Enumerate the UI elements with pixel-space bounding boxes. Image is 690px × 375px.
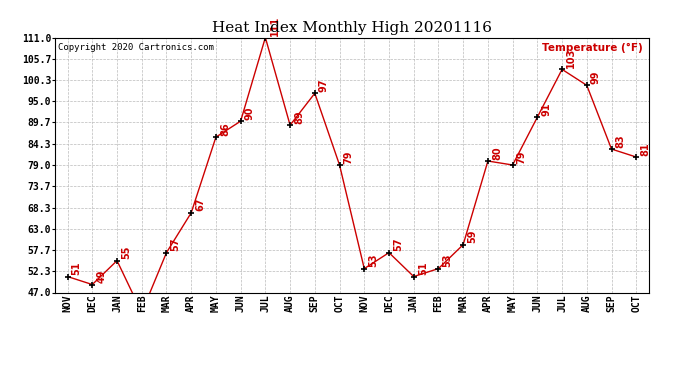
Title: Heat Index Monthly High 20201116: Heat Index Monthly High 20201116	[212, 21, 492, 35]
Text: 79: 79	[344, 150, 354, 164]
Text: 99: 99	[591, 70, 601, 84]
Text: 59: 59	[467, 230, 477, 243]
Text: 89: 89	[294, 110, 304, 124]
Text: 53: 53	[442, 254, 453, 267]
Text: Temperature (°F): Temperature (°F)	[542, 43, 642, 52]
Text: 81: 81	[640, 142, 651, 156]
Text: 53: 53	[368, 254, 378, 267]
Text: 97: 97	[319, 78, 329, 92]
Text: 51: 51	[418, 262, 428, 275]
Text: 79: 79	[517, 150, 526, 164]
Text: 80: 80	[492, 146, 502, 160]
Text: 49: 49	[97, 270, 106, 283]
Text: 51: 51	[72, 262, 81, 275]
Text: 57: 57	[170, 238, 181, 251]
Text: 67: 67	[195, 198, 206, 211]
Text: 57: 57	[393, 238, 403, 251]
Text: 83: 83	[615, 134, 626, 148]
Text: 91: 91	[542, 102, 551, 116]
Text: 86: 86	[220, 122, 230, 136]
Text: 103: 103	[566, 48, 576, 68]
Text: 42: 42	[0, 374, 1, 375]
Text: 111: 111	[270, 16, 279, 36]
Text: 90: 90	[245, 106, 255, 120]
Text: 55: 55	[121, 246, 131, 259]
Text: Copyright 2020 Cartronics.com: Copyright 2020 Cartronics.com	[58, 43, 214, 52]
